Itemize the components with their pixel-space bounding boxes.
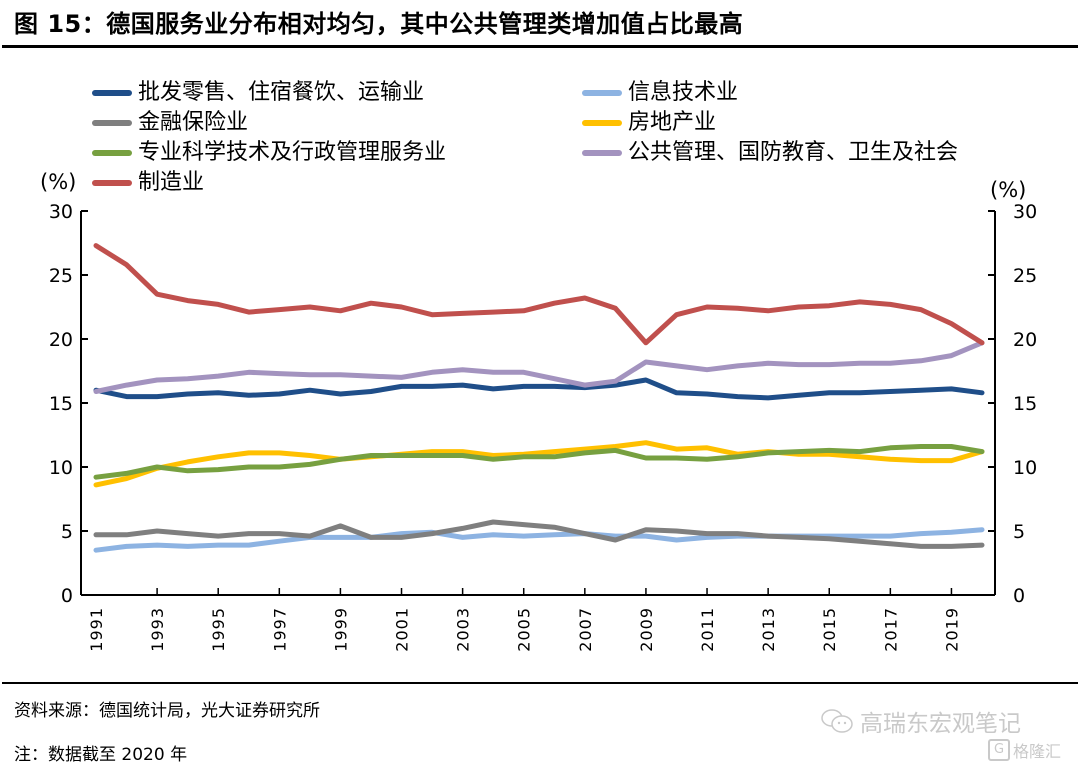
legend-label: 金融保险业 (138, 110, 249, 135)
source-note: 资料来源：德国统计局，光大证券研究所 (14, 701, 320, 721)
x-tick-label: 2007 (576, 607, 595, 652)
gelonghui-logo-icon: G (988, 739, 1010, 761)
series-line-4 (93, 444, 985, 480)
legend-swatch (582, 90, 622, 96)
series-line-0 (93, 377, 985, 401)
y-tick-label-left: 15 (49, 393, 73, 415)
watermark-account: 高瑞东宏观笔记 (860, 711, 1021, 737)
legend-item-wholesale: 批发零售、住宿餐饮、运输业 (92, 80, 424, 106)
legend-swatch (92, 150, 132, 156)
legend-label: 制造业 (138, 170, 205, 195)
legend-label: 批发零售、住宿餐饮、运输业 (138, 80, 425, 105)
x-tick-label: 2017 (881, 607, 900, 652)
series-line-2 (93, 519, 985, 549)
legend-item-public: 公共管理、国防教育、卫生及社会 (582, 140, 958, 166)
legend-item-realestate: 房地产业 (582, 110, 716, 136)
y-tick-label-right: 30 (1013, 201, 1037, 223)
x-tick-label: 1991 (87, 607, 106, 652)
y-tick-label-left: 25 (49, 265, 73, 287)
y-tick-label-right: 15 (1013, 393, 1037, 415)
series-line-3 (93, 440, 985, 488)
legend-label: 房地产业 (628, 110, 717, 135)
line-chart: 0 0 5 5 10 10 15 15 20 20 25 25 30 30 1991 1993 1995 1997… (49, 201, 1037, 652)
legend-swatch (582, 120, 622, 126)
x-tick-label: 2011 (698, 607, 717, 652)
x-tick-label: 2013 (759, 607, 778, 652)
y-tick-label-left: 0 (61, 585, 73, 607)
y-tick-label-left: 30 (49, 201, 73, 223)
legend-label: 公共管理、国防教育、卫生及社会 (628, 140, 959, 165)
legend-item-it: 信息技术业 (582, 80, 738, 106)
x-tick-label: 2009 (637, 607, 656, 652)
x-tick-label: 2015 (820, 607, 839, 652)
series-line-5 (93, 340, 985, 394)
legend-label: 专业科学技术及行政管理服务业 (138, 140, 447, 165)
legend-swatch (92, 90, 132, 96)
right-axis-unit: (%) (990, 178, 1027, 202)
top-divider (2, 45, 1078, 48)
x-tick-label: 1997 (270, 607, 289, 652)
data-note: 注：数据截至 2020 年 (14, 745, 188, 765)
y-tick-label-right: 10 (1013, 457, 1037, 479)
y-tick-label-left: 20 (49, 329, 73, 351)
x-tick-label: 1993 (148, 607, 167, 652)
series-line-6 (93, 243, 985, 346)
legend-label: 信息技术业 (628, 80, 739, 105)
x-tick-label: 1999 (331, 607, 350, 652)
x-tick-label: 2003 (454, 607, 473, 652)
y-tick-label-right: 5 (1013, 521, 1025, 543)
y-tick-label-right: 20 (1013, 329, 1037, 351)
x-tick-label: 1995 (209, 607, 228, 652)
left-axis-unit: (%) (40, 170, 77, 194)
y-tick-label-left: 5 (61, 521, 73, 543)
y-tick-label-right: 25 (1013, 265, 1037, 287)
legend-item-finance: 金融保险业 (92, 110, 248, 136)
series-line-1 (93, 527, 985, 553)
watermark-platform: 格隆汇 (1013, 742, 1062, 761)
y-tick-label-left: 10 (49, 457, 73, 479)
y-tick-label-right: 0 (1013, 585, 1025, 607)
legend-swatch (582, 150, 622, 156)
watermark: 高瑞东宏观笔记 (820, 704, 1021, 738)
legend-item-manufacturing: 制造业 (92, 170, 204, 196)
x-tick-label: 2005 (515, 607, 534, 652)
x-tick-label: 2001 (393, 607, 412, 652)
bottom-divider (2, 682, 1078, 684)
wechat-bubble-icon (821, 709, 853, 733)
legend-swatch (92, 180, 132, 186)
platform-watermark: G 格隆汇 (988, 738, 1061, 762)
x-tick-label: 2019 (942, 607, 961, 652)
legend-swatch (92, 120, 132, 126)
legend-item-professional: 专业科学技术及行政管理服务业 (92, 140, 446, 166)
chart-title: 图 15：德国服务业分布相对均匀，其中公共管理类增加值占比最高 (14, 10, 744, 38)
